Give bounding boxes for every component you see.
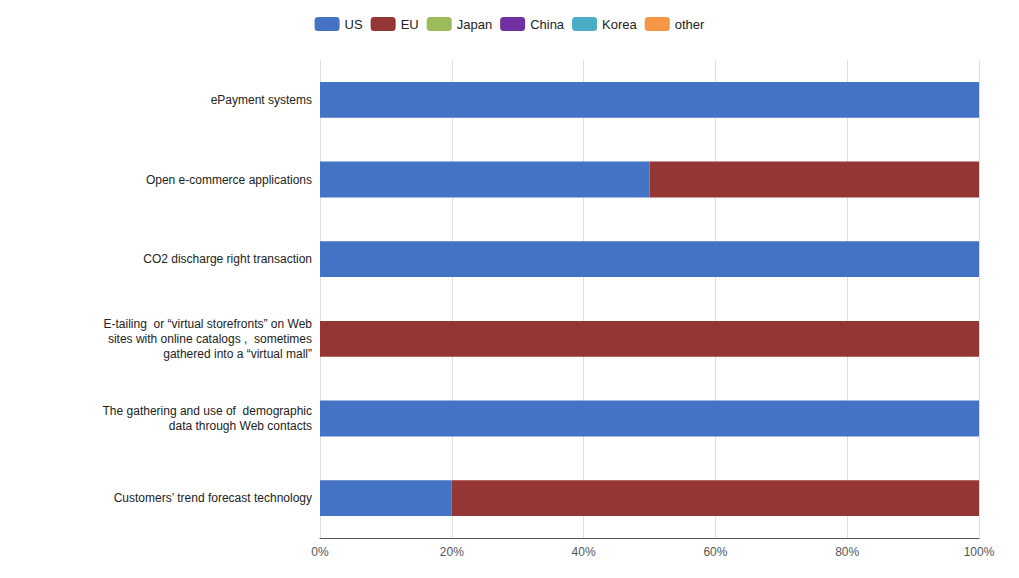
svg-text:US: US xyxy=(345,17,363,32)
svg-text:other: other xyxy=(675,17,705,32)
svg-text:The gathering and use of demo: The gathering and use of demographic xyxy=(103,404,312,418)
svg-text:80%: 80% xyxy=(835,545,859,559)
svg-text:Customers’ trend forecast tech: Customers’ trend forecast technology xyxy=(114,491,312,505)
svg-text:China: China xyxy=(530,17,565,32)
svg-text:Open e-commerce applications: Open e-commerce applications xyxy=(146,173,312,187)
svg-text:100%: 100% xyxy=(964,545,995,559)
svg-text:ePayment systems: ePayment systems xyxy=(211,93,312,107)
svg-text:sites with online catalogs ,: sites with online catalogs , sometimes xyxy=(108,332,312,346)
svg-text:40%: 40% xyxy=(572,545,596,559)
svg-text:Korea: Korea xyxy=(602,17,637,32)
svg-text:20%: 20% xyxy=(440,545,464,559)
svg-text:data through Web contacts: data through Web contacts xyxy=(169,419,312,433)
svg-text:60%: 60% xyxy=(703,545,727,559)
svg-text:gathered into a “virtual mall”: gathered into a “virtual mall” xyxy=(163,347,312,361)
svg-text:EU: EU xyxy=(401,17,419,32)
svg-text:Japan: Japan xyxy=(457,17,492,32)
svg-text:0%: 0% xyxy=(311,545,329,559)
svg-text:CO2 discharge right transactio: CO2 discharge right transaction xyxy=(143,252,312,266)
svg-text:E-tailing or “virtual storefr: E-tailing or “virtual storefronts” on We… xyxy=(103,317,312,331)
